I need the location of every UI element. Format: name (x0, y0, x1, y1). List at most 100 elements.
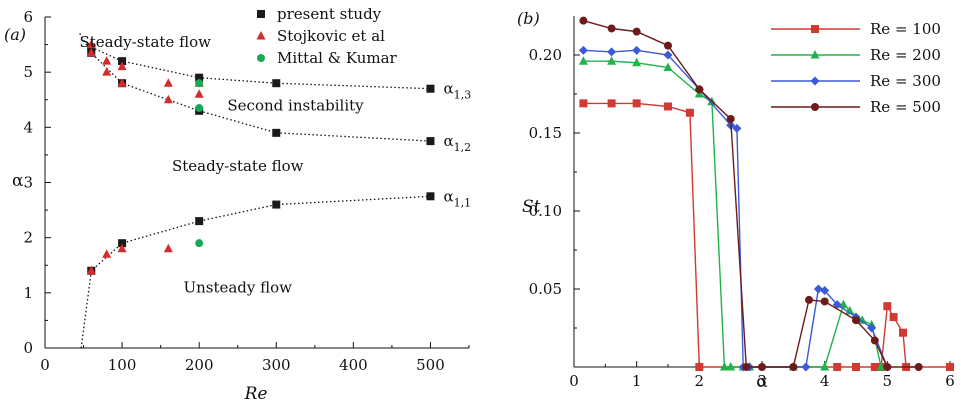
panel-b: (b) St α 0 1 2 3 4 5 6 0.05 0.10 0.15 0.20 Re = 10… (517, 9, 955, 392)
panel-a-region-annotation: Steady-state flow (172, 157, 304, 175)
panel-a-y-tick-label: 4 (23, 118, 33, 136)
panel-b-point-1-7 (726, 362, 736, 371)
panel-a-legend-marker-2 (257, 54, 265, 62)
panel-a-y-axis-label: α (12, 171, 24, 191)
panel-a-point-1-0 (86, 265, 96, 275)
panel-b-point-3-11 (852, 316, 860, 325)
panel-a-legend-label-0: present study (277, 5, 382, 23)
panel-b-y-tick-label: 0.20 (529, 46, 562, 64)
panel-b-point-3-0 (579, 16, 588, 25)
panel-a-y-tick-label: 5 (23, 63, 33, 81)
panel-b-point-2-12 (820, 286, 830, 296)
panel-b-point-2-3 (663, 50, 673, 60)
panel-b-x-tick-label: 5 (883, 372, 893, 390)
panel-a-axes: 0 100 200 300 400 500 0 1 2 3 4 5 6 (23, 8, 470, 374)
panel-b-legend-marker-0 (811, 25, 819, 33)
panel-a-point-1-10 (102, 56, 112, 65)
panel-a-x-tick-label: 0 (40, 356, 50, 374)
panel-b-point-0-0 (579, 99, 588, 108)
panel-a-curve-label: α1,3 (443, 80, 471, 102)
panel-a-point-1-1 (102, 249, 112, 258)
panel-a-curve-label-sub: 1,1 (454, 196, 472, 209)
panel-b-point-0-12 (899, 328, 907, 337)
panel-b-legend-label-0: Re = 100 (870, 20, 941, 38)
panel-b-point-1-3 (663, 62, 673, 71)
panel-b-y-axis-label: St (522, 197, 541, 217)
panel-b-point-3-6 (742, 363, 751, 371)
panel-b-point-3-5 (726, 114, 735, 123)
panel-a-point-1-2 (117, 243, 127, 253)
panel-b-point-1-0 (578, 56, 588, 65)
panel-b-x-tick-label: 1 (632, 372, 642, 390)
panel-a-y-tick-label: 2 (23, 229, 33, 247)
panel-a-point-0-11 (118, 57, 127, 66)
panel-b-axes: 0 1 2 3 4 5 6 0.05 0.10 0.15 0.20 (529, 16, 955, 390)
panel-a-curve-label-base: α (443, 187, 453, 205)
panel-a-point-1-9 (86, 39, 96, 49)
panel-b-point-3-9 (805, 295, 813, 304)
panel-b-point-0-14 (946, 363, 954, 371)
panel-b-point-0-8 (870, 363, 879, 371)
panel-b-point-1-6 (719, 362, 729, 371)
panel-b-point-3-7 (758, 363, 766, 371)
panel-a-legend-marker-0 (257, 10, 265, 18)
panel-a-region-annotation: Steady-state flow (79, 33, 211, 51)
panel-a-point-1-11 (117, 61, 127, 71)
panel-b-label: (b) (517, 9, 540, 28)
panel-b-point-3-1 (607, 24, 616, 33)
panel-b-x-tick-label: 2 (695, 372, 705, 390)
panel-a-point-1-4 (86, 47, 96, 57)
panel-b-point-3-12 (870, 336, 879, 345)
panel-b-y-tick-label: 0.05 (529, 280, 562, 298)
panel-a-point-1-8 (194, 89, 204, 98)
panel-a-point-1-3 (163, 243, 173, 253)
panel-b-point-2-2 (632, 45, 642, 55)
panel-b-legend-marker-1 (810, 50, 820, 59)
panel-a-y-tick-label: 1 (23, 284, 33, 302)
panel-a-y-tick-label: 3 (23, 174, 33, 192)
panel-b-point-0-10 (883, 302, 892, 311)
panel-a-label: (a) (4, 25, 26, 44)
panel-a-x-tick-label: 500 (416, 356, 445, 374)
panel-b-point-2-6 (732, 123, 742, 133)
panel-a-legend-label-2: Mittal & Kumar (277, 49, 398, 67)
panel-b-y-tick-label: 0.10 (529, 202, 562, 220)
panel-b-x-tick-label: 3 (757, 372, 767, 390)
panel-b-point-2-15 (867, 323, 877, 333)
panel-a-point-0-4 (426, 192, 435, 201)
panel-a-data-points (86, 39, 435, 275)
panel-b-point-1-14 (857, 315, 867, 324)
panel-a-point-0-3 (272, 200, 281, 209)
panel-b-x-tick-label: 6 (945, 372, 955, 390)
panel-b-point-0-2 (632, 99, 641, 108)
panel-b-point-0-1 (607, 99, 616, 108)
panel-a-y-tick-label: 6 (23, 8, 33, 26)
panel-b-point-0-5 (695, 363, 704, 371)
panel-a-curve-label: α1,2 (443, 132, 471, 154)
panel-a-x-tick-label: 300 (262, 356, 291, 374)
panel-b-point-3-10 (820, 297, 829, 306)
panel-b-point-3-14 (914, 363, 923, 371)
panel-b-series (578, 16, 954, 372)
panel-a-x-axis-label: Re (244, 384, 268, 404)
panel-b-point-2-11 (813, 284, 823, 294)
panel-b-legend-label-1: Re = 200 (870, 46, 941, 64)
panel-a-legend-label-1: Stojkovic et al (277, 27, 385, 45)
panel-a-point-0-9 (426, 137, 435, 146)
panel-b-series-line-0 (583, 102, 950, 368)
panel-b-point-0-11 (889, 313, 898, 322)
panel-a-point-1-6 (117, 78, 127, 87)
panel-b-series-line-2 (583, 49, 888, 368)
panel-b-legend-marker-2 (810, 76, 820, 86)
panel-b-point-3-2 (632, 27, 641, 36)
panel-b-x-tick-label: 4 (820, 372, 830, 390)
panel-a-x-tick-label: 100 (108, 356, 137, 374)
panel-a-x-tick-label: 200 (185, 356, 214, 374)
panel-b-legend-label-3: Re = 500 (870, 98, 941, 116)
panel-b-legend-label-2: Re = 300 (870, 72, 941, 90)
panel-b-point-1-16 (876, 362, 886, 371)
panel-a-point-0-13 (272, 79, 281, 88)
panel-b-point-1-2 (632, 57, 642, 67)
panel-a-point-2-2 (195, 79, 204, 88)
